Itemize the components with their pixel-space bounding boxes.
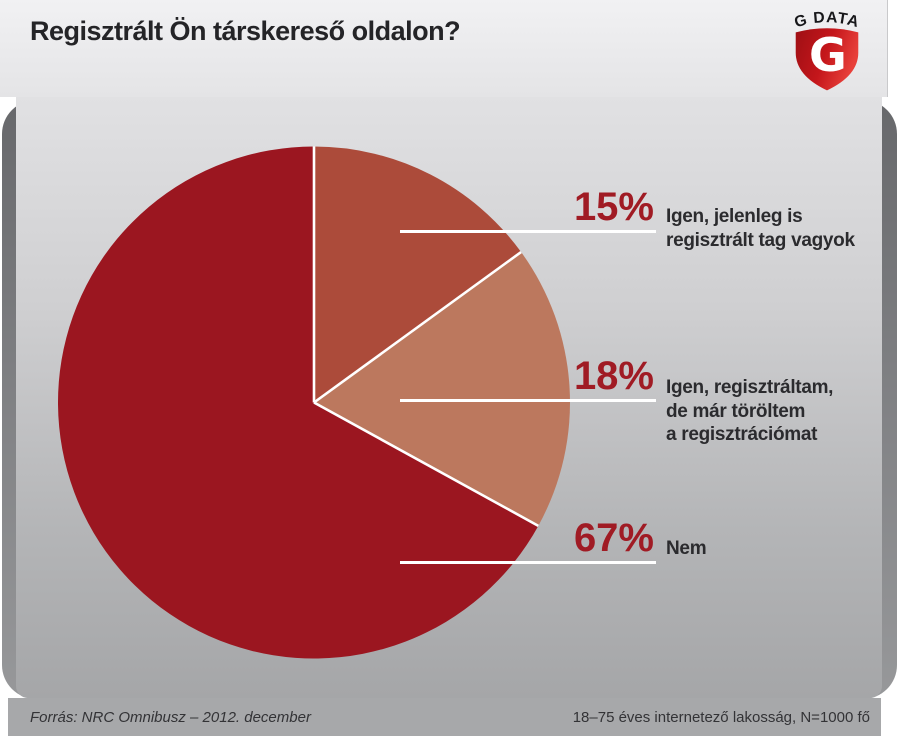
slice-separator [313, 401, 539, 527]
leader-line [400, 399, 656, 402]
leader-line [400, 230, 656, 233]
gdata-shield-icon: G DATA G [793, 9, 862, 91]
gdata-logo: G DATA G [781, 2, 873, 94]
slice-separator [313, 250, 522, 404]
percent-label: 15% [573, 185, 654, 229]
source-note: Forrás: NRC Omnibusz – 2012. december [30, 708, 311, 726]
page-title: Regisztrált Ön társkereső oldalon? [30, 16, 461, 46]
percent-label: 18% [573, 354, 654, 398]
pie-slice-2 [314, 252, 570, 526]
svg-text:G: G [809, 28, 847, 82]
svg-text:G DATA: G DATA [793, 9, 862, 31]
slice-description: Igen, jelenleg is regisztrált tag vagyok [666, 206, 855, 251]
pie-slice-3 [57, 146, 539, 659]
header: Regisztrált Ön társkereső oldalon? G DAT… [0, 0, 888, 97]
footer: Forrás: NRC Omnibusz – 2012. december 18… [8, 698, 881, 736]
sample-note: 18–75 éves internetező lakosság, N=1000 … [572, 708, 870, 726]
slice-description: Igen, regisztráltam, de már töröltem a r… [666, 377, 834, 445]
slice-description: Nem [666, 538, 707, 559]
percent-label: 67% [573, 516, 654, 560]
pie-slice-1 [314, 146, 522, 403]
leader-line [400, 561, 656, 564]
